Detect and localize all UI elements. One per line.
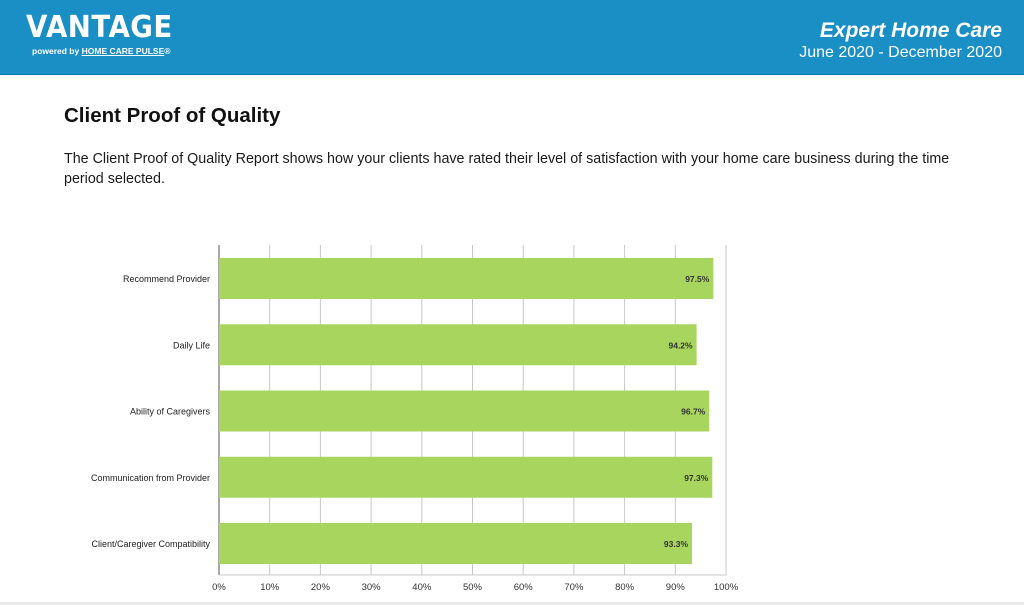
bar-value-label: 93.3% [664,539,689,549]
category-label: Daily Life [173,340,210,350]
category-label: Ability of Caregivers [130,407,211,417]
x-tick-label: 0% [212,582,226,593]
x-tick-label: 50% [463,582,483,593]
logo-wordmark: VANTAGE [26,10,173,45]
logo-tagline: powered by HOME CARE PULSE® [26,46,185,56]
x-tick-label: 30% [362,582,382,593]
category-label: Client/Caregiver Compatibility [91,539,210,549]
category-label: Recommend Provider [123,274,210,284]
bar-value-label: 96.7% [681,407,706,417]
logo-brand: HOME CARE PULSE [81,46,165,56]
x-tick-label: 80% [615,582,635,593]
x-tick-label: 10% [260,582,280,593]
x-tick-label: 90% [666,582,686,593]
company-name: Expert Home Care [819,19,1002,42]
x-tick-label: 100% [714,582,739,593]
x-tick-label: 40% [412,582,432,593]
x-tick-label: 20% [311,582,331,593]
page-title: Client Proof of Quality [64,104,281,127]
bar [219,456,713,498]
page-bottom-edge [0,602,1024,605]
report-period: June 2020 - December 2020 [799,44,1002,61]
x-tick-label: 60% [514,582,534,593]
vantage-logo: VANTAGE powered by HOME CARE PULSE® [26,10,185,57]
report-header: VANTAGE powered by HOME CARE PULSE® Expe… [0,0,1024,75]
category-label: Communication from Provider [91,473,210,483]
logo-registered: ® [164,46,171,56]
logo-powered-by: powered by [32,46,80,56]
bar [219,324,697,366]
x-tick-label: 70% [564,582,584,593]
page-description: The Client Proof of Quality Report shows… [64,151,950,187]
header-info: Expert Home Care June 2020 - December 20… [799,19,1002,63]
bar [219,390,710,432]
bar-value-label: 97.5% [685,274,710,284]
bar-value-label: 97.3% [684,473,709,483]
bar [219,523,693,564]
bar-value-label: 94.2% [668,340,693,350]
bar [219,258,714,299]
